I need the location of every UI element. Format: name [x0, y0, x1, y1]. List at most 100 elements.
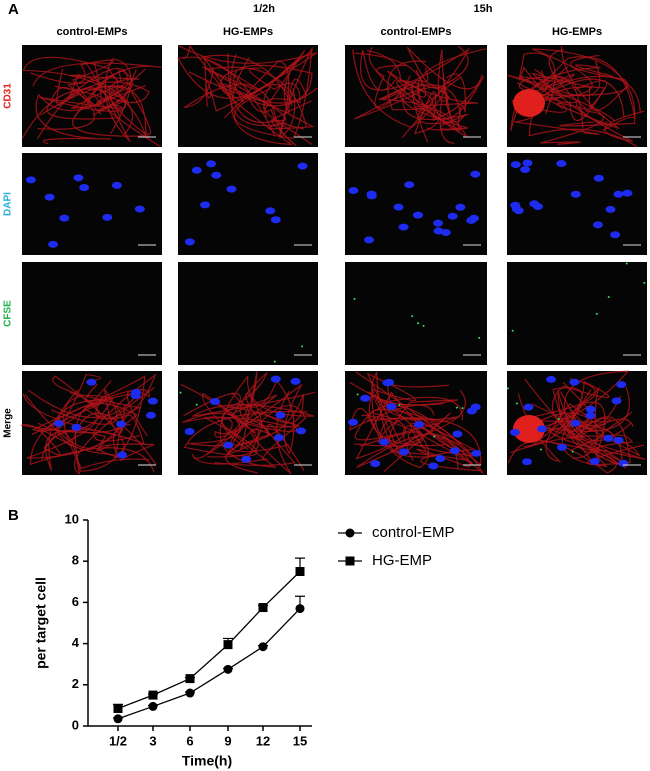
nucleus — [510, 201, 521, 209]
data-point — [258, 642, 268, 652]
nucleus — [184, 238, 195, 246]
column-label: control-EMPs — [57, 26, 128, 38]
nucleus — [116, 420, 127, 428]
cell-membrane — [98, 423, 155, 462]
y-tick-label: 4 — [72, 635, 80, 650]
data-point — [113, 703, 123, 713]
nucleus — [86, 378, 97, 386]
micrograph-bg — [178, 262, 318, 365]
nucleus — [226, 185, 237, 193]
nucleus — [592, 221, 603, 229]
y-tick-label: 8 — [72, 553, 79, 568]
cell-membrane — [226, 54, 315, 130]
nucleus — [398, 223, 409, 231]
micrograph-bg — [22, 153, 162, 255]
nucleus — [348, 187, 359, 195]
cell-membrane — [366, 49, 434, 111]
cell-membrane — [249, 67, 301, 118]
nucleus — [613, 436, 624, 444]
nucleus — [536, 425, 547, 433]
nucleus — [210, 398, 221, 406]
nucleus — [297, 162, 308, 170]
nucleus — [522, 458, 533, 466]
nucleus — [449, 447, 460, 455]
nucleus — [622, 189, 633, 197]
cell-membrane — [35, 68, 146, 145]
y-tick-label: 0 — [72, 717, 79, 732]
nucleus — [593, 174, 604, 182]
nucleus — [270, 216, 281, 224]
nucleus — [618, 459, 629, 467]
particle — [301, 345, 304, 348]
cell-membrane — [35, 373, 102, 456]
micrograph — [178, 262, 318, 365]
cell-membrane — [73, 387, 155, 475]
nucleus — [569, 378, 580, 386]
nucleus — [134, 205, 145, 213]
cell-membrane — [411, 49, 466, 143]
cell-membrane — [552, 387, 633, 454]
nucleus — [452, 430, 463, 438]
y-tick-label: 10 — [65, 511, 79, 526]
nucleus — [384, 378, 395, 386]
row-label: CD31 — [3, 83, 14, 109]
particle — [571, 450, 574, 453]
nucleus — [348, 418, 359, 426]
micrograph — [21, 45, 162, 147]
nucleus — [290, 377, 301, 385]
micrograph — [345, 262, 487, 365]
column-label: control-EMPs — [381, 26, 452, 38]
particle — [433, 435, 436, 438]
nucleus — [265, 207, 276, 215]
series-line — [117, 608, 301, 720]
row-label: Merge — [3, 408, 14, 438]
cell-membrane — [227, 420, 305, 472]
nucleus — [466, 407, 477, 415]
cell-membrane — [54, 85, 161, 147]
micrograph — [22, 262, 162, 365]
panel-label: B — [8, 507, 19, 524]
nucleus — [610, 231, 621, 239]
nucleus — [275, 411, 286, 419]
nucleus — [117, 451, 128, 459]
particle — [515, 402, 518, 405]
row-label: DAPI — [3, 192, 14, 216]
micrograph — [507, 262, 647, 365]
cell-membrane — [27, 389, 155, 473]
particle — [179, 391, 182, 394]
nucleus — [585, 411, 596, 419]
nucleus — [616, 381, 627, 389]
nucleus — [360, 394, 371, 402]
nucleus — [613, 190, 624, 198]
particle — [557, 417, 560, 420]
y-tick-label: 2 — [72, 676, 79, 691]
particle — [506, 387, 509, 390]
cell-membrane — [367, 408, 482, 466]
nucleus — [59, 214, 70, 222]
data-point — [185, 688, 195, 698]
legend-label: control-EMP — [372, 524, 455, 541]
y-axis-label: per target cell — [33, 577, 49, 669]
particle — [607, 296, 610, 299]
nucleus — [71, 423, 82, 431]
cell-membrane — [56, 67, 129, 106]
micrograph — [345, 45, 487, 147]
micrograph-bg — [22, 262, 162, 365]
nucleus — [273, 434, 284, 442]
nucleus — [379, 438, 390, 446]
nucleus — [206, 160, 217, 168]
cell-membrane — [183, 410, 308, 457]
nucleus — [510, 428, 521, 436]
cell-membrane — [191, 404, 307, 465]
cell-membrane — [406, 46, 485, 120]
cell-body — [513, 89, 545, 117]
cell-membrane — [521, 370, 630, 463]
nucleus — [147, 397, 158, 405]
cell-membrane — [231, 379, 302, 455]
nucleus — [393, 203, 404, 211]
x-tick-label: 15 — [293, 733, 307, 748]
nucleus — [523, 403, 534, 411]
data-point — [185, 674, 195, 684]
data-point — [295, 604, 305, 614]
cell-membrane — [84, 58, 132, 142]
